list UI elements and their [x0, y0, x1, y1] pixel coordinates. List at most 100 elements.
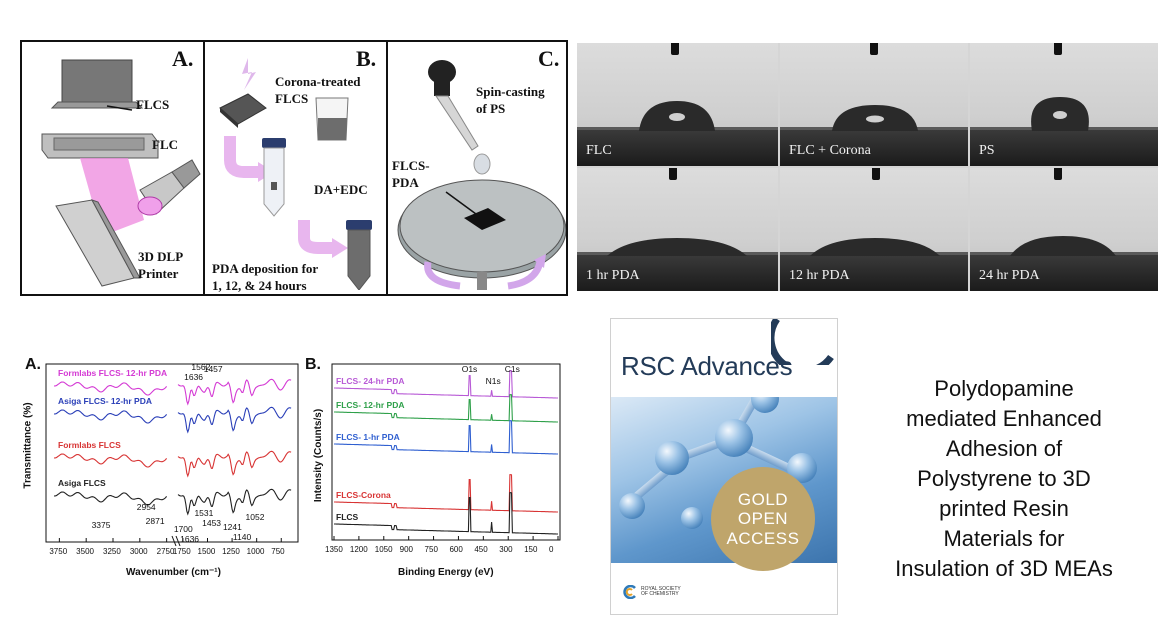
xps-x-tick-label: 150: [524, 545, 538, 554]
reagents-label: DA+EDC: [314, 182, 368, 197]
badge-line3: ACCESS: [726, 528, 800, 548]
ftir-x-tick-label: 3750: [49, 547, 68, 556]
ftir-x-tick-label: 2750: [156, 547, 175, 556]
ftir-x-tick-label: 1000: [246, 547, 265, 556]
xps-x-tick-label: 900: [399, 545, 414, 554]
spin-casting-label-line1: Spin-casting: [476, 84, 545, 99]
spin-casting-illustration: [397, 60, 566, 290]
xps-plot-frame: [331, 363, 561, 541]
chart-b-letter: B.: [305, 356, 321, 373]
deposition-label-line2: 1, 12, & 24 hours: [212, 278, 307, 293]
ftir-peak-label: 1636: [180, 534, 200, 544]
xps-x-tick-label: 300: [499, 545, 513, 554]
ftir-x-tick-label: 1500: [197, 547, 216, 556]
photo-12hr-pda: 12 hr PDA: [780, 168, 968, 291]
photo-label: PS: [979, 143, 995, 158]
flc-label: FLC: [152, 137, 178, 152]
ftir-peak-label: 1636: [184, 372, 204, 382]
xps-series-line: [334, 420, 558, 455]
corona-label-line2: FLCS: [275, 91, 309, 106]
ftir-series-line: [53, 488, 292, 516]
gold-open-access-badge: GOLD OPEN ACCESS: [711, 467, 815, 571]
chart-b-xlabel: Binding Energy (eV): [398, 567, 494, 578]
badge-line1: GOLD: [737, 489, 789, 509]
photo-24hr-pda: 24 hr PDA: [970, 168, 1158, 291]
ftir-x-tick-label: 3250: [103, 547, 121, 556]
ftir-series-line: [53, 406, 292, 434]
photo-label: 24 hr PDA: [979, 268, 1040, 283]
photo-flc: FLC: [577, 43, 778, 166]
publisher-name: ROYAL SOCIETY OF CHEMISTRY: [641, 585, 681, 597]
ftir-peak-label: 2871: [145, 516, 165, 526]
panel-b-letter: B.: [356, 46, 377, 71]
photo-flc-corona: FLC + Corona: [780, 43, 968, 166]
xps-series-line: [334, 474, 558, 513]
ftir-peak-label: 1700: [173, 524, 193, 534]
xps-x-tick-label: 1350: [325, 545, 343, 554]
ftir-series-line: [53, 450, 292, 478]
ftir-series-label: Asiga FLCS: [58, 478, 106, 488]
ftir-chart: [45, 363, 299, 547]
printer-label-line2: Printer: [138, 266, 179, 281]
journal-cover[interactable]: RSC Advances GOLD OPEN ACCESS ROYAL SOCI…: [610, 318, 838, 615]
xps-chart: [331, 363, 561, 541]
ftir-axis-break: [171, 535, 177, 547]
rsc-logo-icon: [623, 585, 636, 599]
ftir-x-tick-label: 1750: [172, 547, 191, 556]
title-line: Polystyrene to 3D: [917, 466, 1091, 491]
photo-ps: PS: [970, 43, 1158, 166]
xps-series-label: FLCS- 1-hr PDA: [336, 432, 400, 442]
ftir-plot-frame: [45, 363, 299, 543]
xps-x-tick-label: 0: [549, 545, 554, 554]
ftir-series-label: Formlabs FLCS- 12-hr PDA: [58, 368, 168, 378]
title-line: mediated Enhanced: [906, 406, 1102, 431]
xps-series-label: FLCS- 24-hr PDA: [336, 376, 405, 386]
ftir-x-tick-label: 3500: [76, 547, 94, 556]
ftir-peak-label: 1562: [191, 362, 211, 372]
cover-arc-icon: [771, 319, 834, 365]
title-line: Polydopamine: [934, 376, 1074, 401]
xps-peak-label: C1s: [504, 364, 520, 374]
ftir-series-label: Asiga FLCS- 12-hr PDA: [58, 396, 152, 406]
ftir-series-label: Formlabs FLCS: [58, 440, 121, 450]
fabrication-schematic: A. FLCS FLC 3D DLP Printer B.: [20, 40, 568, 296]
xps-x-tick-label: 750: [424, 545, 438, 554]
chart-b-ylabel: Intensity (Counts/s): [313, 408, 325, 503]
journal-title: RSC Advances: [621, 351, 793, 381]
photo-label: FLC: [586, 143, 612, 158]
ftir-peak-label: 1457: [203, 364, 223, 374]
ftir-x-tick-label: 750: [271, 547, 285, 556]
sample-label-line2: PDA: [392, 175, 419, 190]
paper-title: Polydopamine mediated Enhanced Adhesion of…: [872, 374, 1136, 584]
pda-deposition-illustration: [219, 58, 372, 290]
ftir-peak-label: 1241: [222, 522, 242, 532]
chart-a-ylabel: Transmittance (%): [22, 402, 34, 489]
ftir-peak-label: 3375: [91, 520, 111, 530]
chart-a-letter: A.: [25, 356, 41, 373]
ftir-series-line: [53, 378, 292, 406]
xps-peak-label: N1s: [485, 376, 501, 386]
chart-a-xlabel: Wavenumber (cm⁻¹): [126, 567, 221, 578]
ftir-peak-label: 1052: [245, 512, 265, 522]
corona-label-line1: Corona-treated: [275, 74, 361, 89]
contact-angle-photo-grid: FLC FLC + Corona PS 1 hr PDA 12 hr PDA 2…: [577, 43, 1158, 291]
xps-series-label: FLCS- 12-hr PDA: [336, 400, 405, 410]
flcs-label: FLCS: [136, 97, 170, 112]
title-line: Materials for: [943, 526, 1065, 551]
ftir-peak-label: 2954: [136, 502, 156, 512]
xps-x-tick-label: 1050: [374, 545, 393, 554]
sample-label-line1: FLCS-: [392, 158, 430, 173]
panel-c-letter: C.: [538, 46, 560, 71]
spin-casting-label-line2: of PS: [476, 101, 506, 116]
ftir-axis-break: [175, 535, 181, 547]
xps-series-label: FLCS-Corona: [336, 490, 391, 500]
printer-illustration: [41, 59, 201, 287]
ftir-x-tick-label: 1250: [222, 547, 240, 556]
xps-x-tick-label: 1200: [349, 545, 368, 554]
ftir-peak-label: 1140: [232, 532, 252, 542]
ftir-peak-label: 1531: [194, 508, 214, 518]
xps-series-label: FLCS: [336, 512, 359, 522]
panel-divider: [386, 42, 388, 294]
printer-label-line1: 3D DLP: [138, 249, 184, 264]
photo-label: FLC + Corona: [789, 143, 871, 158]
